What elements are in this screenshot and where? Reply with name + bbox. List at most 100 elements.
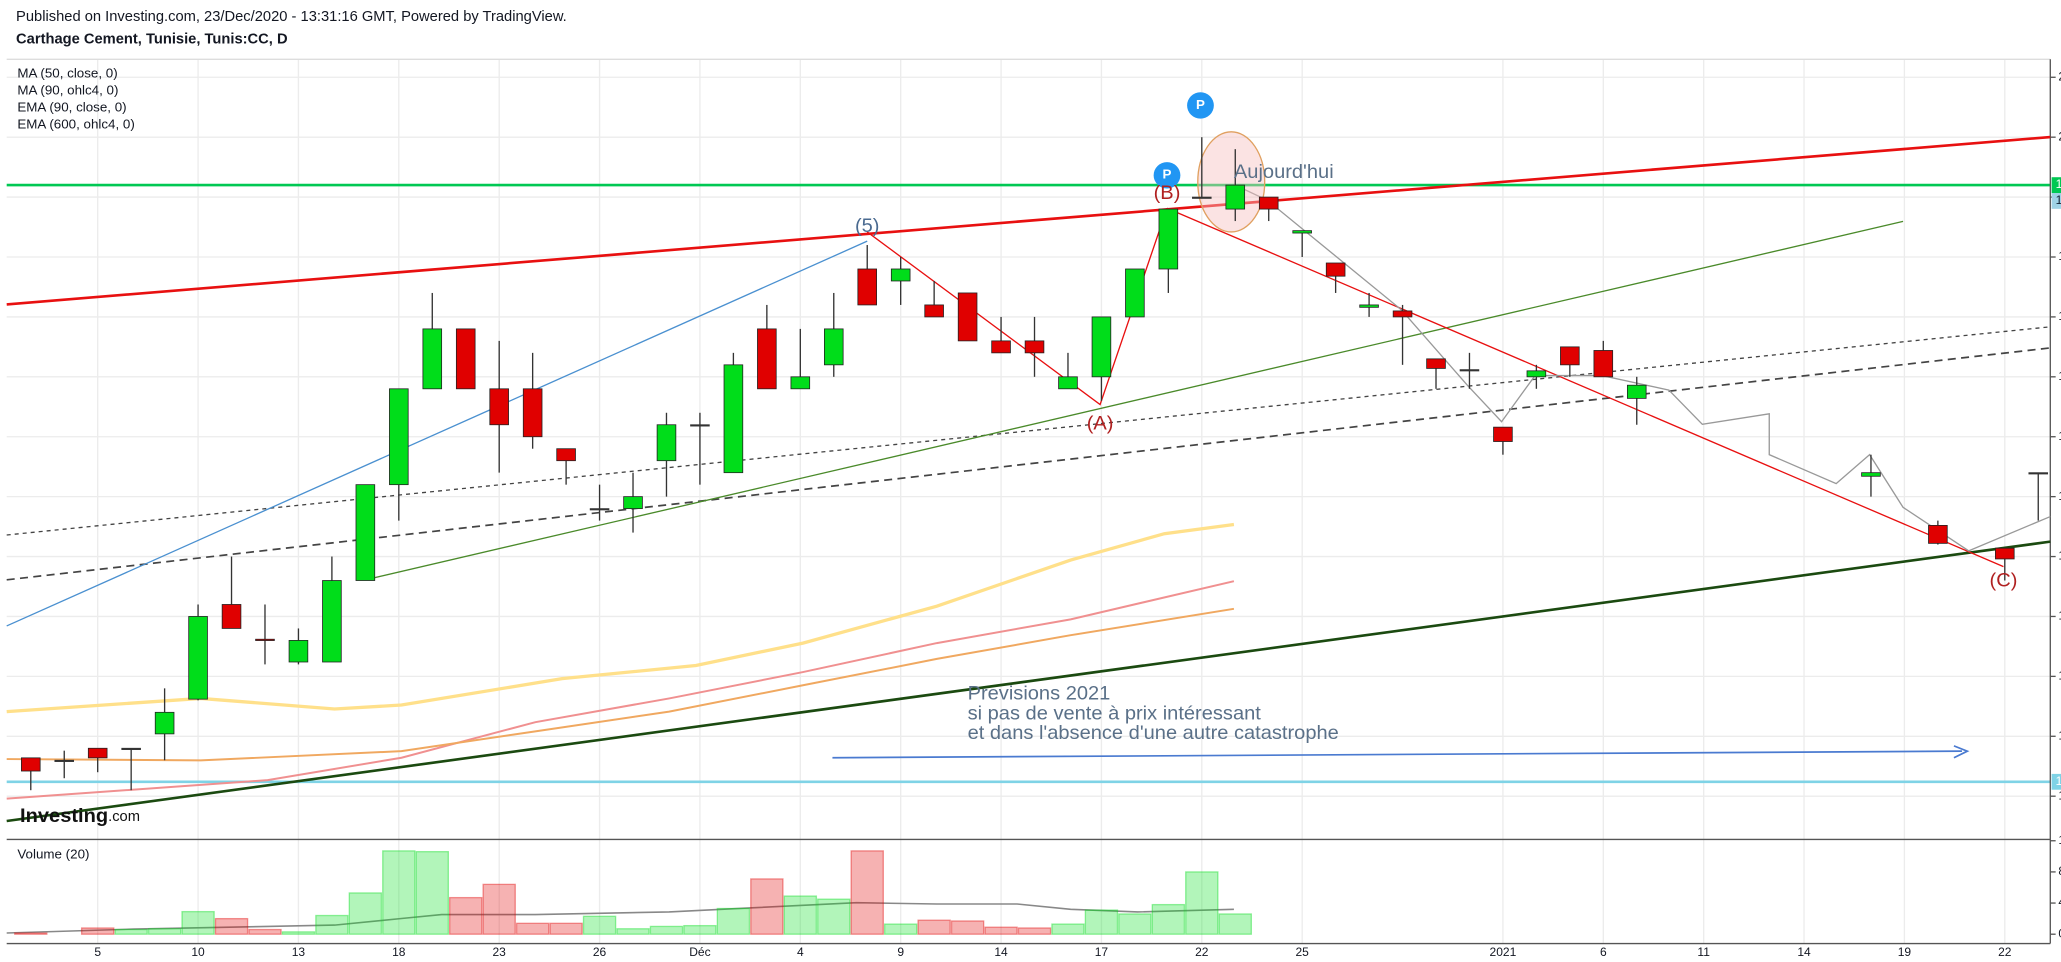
volume-bar	[449, 896, 483, 935]
candle-body	[489, 388, 509, 426]
volume-bar	[1084, 909, 1119, 935]
candle-body	[355, 484, 376, 581]
x-tick-label: 26	[593, 945, 607, 959]
legend-item: MA (50, close, 0)	[17, 65, 117, 80]
candle-body	[1225, 184, 1246, 210]
dashed-line	[6, 347, 2051, 581]
volume-bar	[181, 910, 215, 935]
candle-body	[1058, 376, 1078, 390]
price-tag	[2051, 773, 2061, 790]
candle-body	[87, 747, 108, 759]
candle-body	[1325, 262, 1346, 277]
volume-bar	[683, 924, 717, 935]
volume-bar	[1218, 913, 1252, 935]
candle-body	[1125, 268, 1145, 318]
ma-line	[6, 580, 1235, 800]
price-tag	[2051, 177, 2061, 194]
candle-body	[991, 340, 1011, 354]
legend-item: MA (90, ohlc4, 0)	[17, 83, 118, 98]
volume-bar	[1017, 927, 1052, 935]
marker-label: P	[1163, 167, 1172, 182]
x-tick-label: 11	[1697, 945, 1710, 959]
candle-body	[623, 496, 643, 510]
header: Published on Investing.com, 23/Dec/2020 …	[16, 9, 567, 25]
x-tick-label: 14	[994, 945, 1008, 959]
price-tag-label: 1.960	[2056, 193, 2061, 207]
volume-bar	[348, 892, 383, 935]
y-tick-label: 1.800	[2058, 369, 2061, 383]
y-tick-label: 1.600	[2058, 609, 2061, 623]
annotation: (C)	[1990, 570, 2018, 592]
dotted-line	[6, 326, 2051, 536]
ma-line	[6, 522, 1235, 714]
volume-bar	[214, 917, 249, 935]
volume-bar	[716, 907, 751, 935]
price-tag-label: 1.462	[2056, 774, 2061, 788]
x-tick-label: 18	[392, 945, 406, 959]
candle-body	[21, 757, 41, 772]
volume-bar	[114, 928, 148, 935]
wave-line	[1166, 207, 2004, 568]
volume-bar	[883, 923, 918, 935]
candle-body	[1091, 316, 1112, 378]
logo-text: Investing	[20, 805, 108, 827]
annotation: et dans l'absence d'une autre catastroph…	[968, 722, 1339, 744]
arrow	[832, 750, 1962, 759]
candle-body	[1593, 350, 1614, 378]
candle-body	[154, 711, 175, 735]
chart-title: Carthage Cement, Tunisie, Tunis:CC, D	[16, 31, 288, 47]
logo-suffix: .com	[108, 809, 140, 825]
y-tick-label: 0	[2058, 926, 2061, 940]
candle-body	[1359, 304, 1379, 308]
ema-line	[6, 607, 1235, 762]
candle-body	[1258, 196, 1279, 210]
volume-bar	[415, 851, 450, 935]
candle-body	[1493, 426, 1513, 442]
candle-body	[890, 268, 911, 282]
volume-bar	[315, 914, 349, 935]
y-tick-label: 1.700	[2058, 489, 2061, 503]
volume-bar	[515, 922, 550, 935]
volume-bar	[549, 922, 583, 935]
volume-bar	[482, 883, 516, 935]
x-tick-label: 22	[1195, 945, 1209, 959]
drawings	[6, 131, 2051, 934]
y-tick-label: 2.000	[2058, 129, 2061, 143]
candle-body	[723, 364, 744, 474]
candle-body	[221, 604, 242, 629]
arrow-head	[1953, 745, 1970, 759]
candle-body	[54, 759, 75, 762]
legend-item: EMA (600, ohlc4, 0)	[17, 117, 134, 132]
y-tick-label: 1.900	[2058, 249, 2061, 263]
volume-bar	[984, 926, 1018, 935]
candle-body	[422, 328, 443, 390]
volume-bar	[850, 850, 884, 935]
candle-body	[1928, 525, 1948, 544]
y-tick-label: 400K	[2058, 895, 2061, 909]
projection-line	[1233, 183, 2051, 552]
x-tick-label: 9	[897, 945, 904, 959]
y-tick-label: 1.450	[2058, 788, 2061, 802]
volume-bar	[783, 895, 818, 935]
candle-body	[389, 388, 409, 486]
y-tick-label: 1.2M	[2058, 833, 2061, 847]
candle-body	[255, 638, 275, 641]
candle-body	[522, 388, 543, 438]
trend-line	[6, 540, 2051, 823]
annotation: (A)	[1087, 413, 1114, 435]
candle-body	[455, 328, 476, 390]
volume-bar	[1185, 871, 1219, 935]
annotation: (5)	[855, 215, 880, 237]
x-tick-label: 6	[1600, 945, 1607, 959]
candle-body	[2028, 472, 2049, 475]
volume-bar	[281, 931, 316, 935]
candle-body	[1526, 370, 1547, 378]
candle-body	[957, 292, 978, 342]
x-tick-label: 25	[1295, 945, 1309, 959]
candle-body	[1995, 547, 2015, 560]
candle-body	[857, 268, 877, 306]
candle-body	[188, 616, 208, 700]
x-tick-label: 17	[1095, 945, 1109, 959]
